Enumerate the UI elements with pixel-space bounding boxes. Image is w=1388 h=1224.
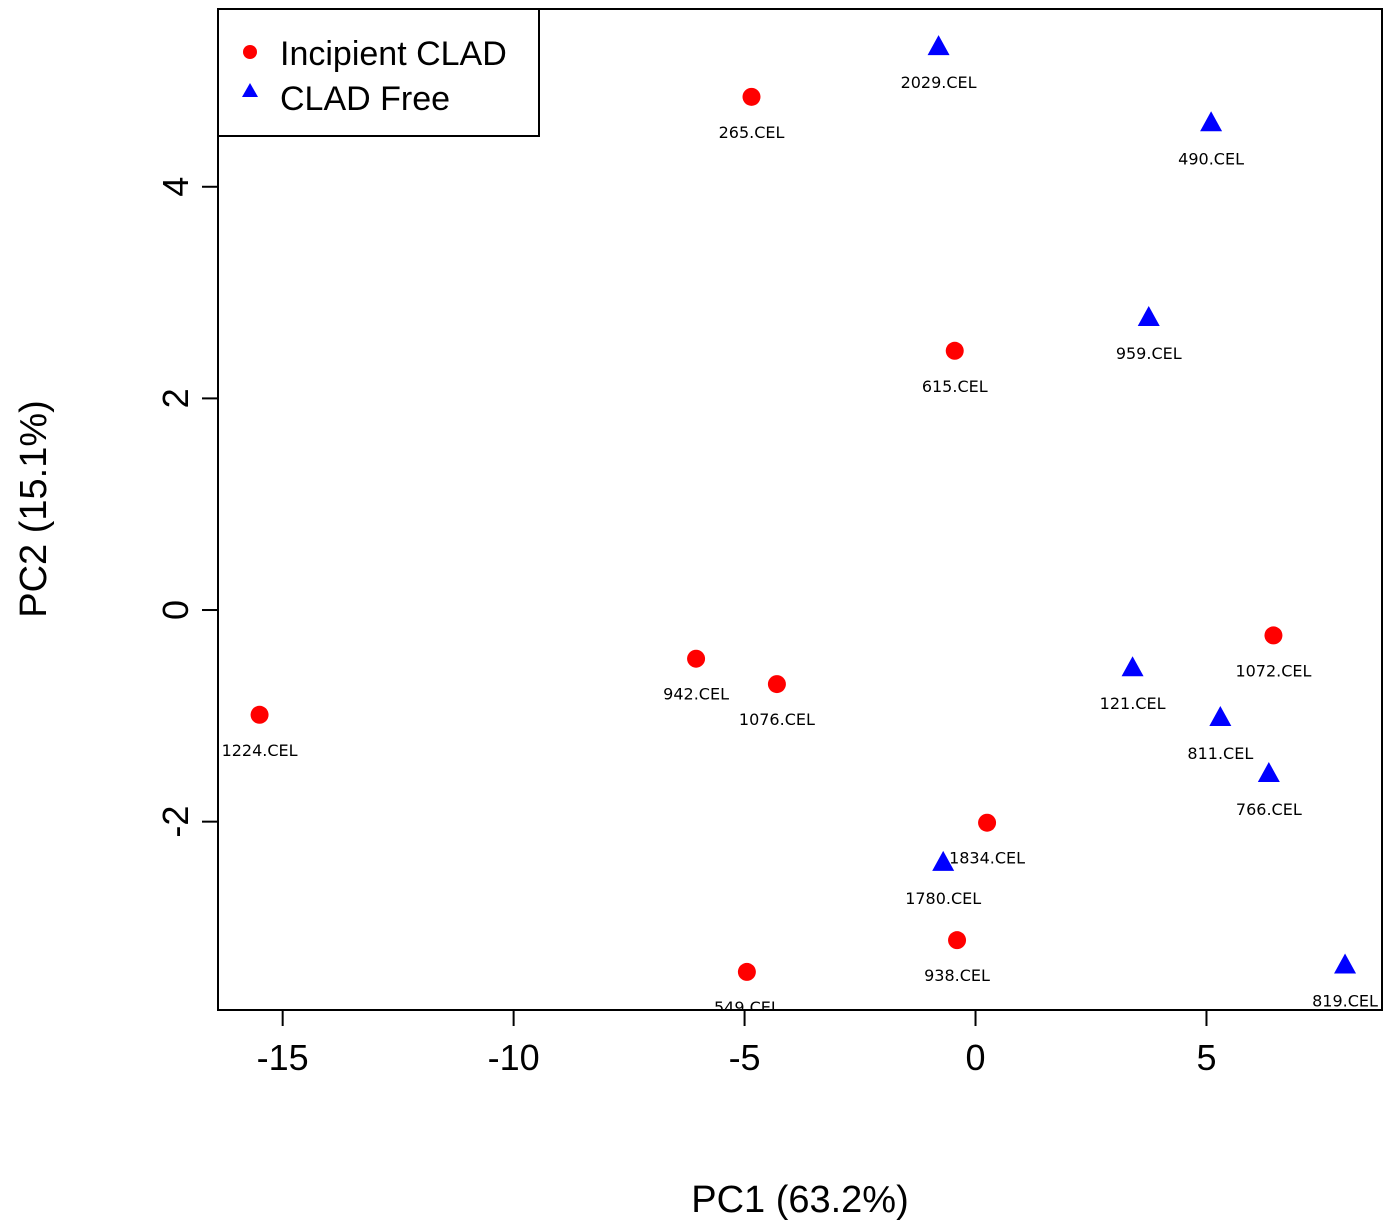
legend-marker-incipient-clad bbox=[243, 45, 257, 59]
y-tick-label: 4 bbox=[155, 177, 196, 197]
x-tick-label: -10 bbox=[488, 1037, 540, 1078]
legend-label-incipient-clad: Incipient CLAD bbox=[280, 35, 507, 73]
point-label-1224-cel: 1224.CEL bbox=[222, 741, 298, 760]
point-959-cel bbox=[1137, 305, 1160, 326]
point-label-121-cel: 121.CEL bbox=[1100, 694, 1166, 713]
point-label-1780-cel: 1780.CEL bbox=[905, 889, 981, 908]
x-tick-label: -15 bbox=[257, 1037, 309, 1078]
x-axis: -15 -10 -5 0 5 bbox=[257, 1009, 1216, 1078]
point-1072-cel bbox=[1264, 626, 1283, 645]
point-819-cel bbox=[1334, 953, 1357, 974]
point-1834-cel bbox=[978, 813, 997, 832]
point-766-cel bbox=[1257, 762, 1280, 783]
point-label-938-cel: 938.CEL bbox=[924, 966, 990, 985]
point-1224-cel bbox=[250, 705, 269, 724]
legend-label-clad-free: CLAD Free bbox=[280, 80, 450, 118]
data-points: 265.CEL 615.CEL 942.CEL 1076.CEL 1224.CEL 107… bbox=[222, 35, 1378, 1017]
point-label-1834-cel: 1834.CEL bbox=[949, 849, 1025, 868]
point-label-819-cel: 819.CEL bbox=[1312, 992, 1378, 1011]
point-490-cel bbox=[1200, 111, 1223, 132]
point-1780-cel bbox=[932, 850, 955, 871]
point-2029-cel bbox=[927, 35, 950, 56]
point-label-766-cel: 766.CEL bbox=[1236, 800, 1302, 819]
x-tick-label: -5 bbox=[729, 1037, 761, 1078]
point-label-1072-cel: 1072.CEL bbox=[1235, 661, 1311, 680]
point-label-2029-cel: 2029.CEL bbox=[901, 73, 977, 92]
y-tick-label: -2 bbox=[155, 806, 196, 838]
x-axis-title: PC1 (63.2%) bbox=[691, 1179, 909, 1221]
point-label-549-cel: 549.CEL bbox=[714, 998, 780, 1017]
point-label-942-cel: 942.CEL bbox=[663, 685, 729, 704]
point-label-615-cel: 615.CEL bbox=[922, 377, 988, 396]
point-label-811-cel: 811.CEL bbox=[1187, 744, 1253, 763]
point-811-cel bbox=[1209, 705, 1232, 726]
legend-marker-clad-free bbox=[242, 83, 258, 97]
y-axis-title: PC2 (15.1%) bbox=[13, 400, 55, 618]
point-121-cel bbox=[1121, 656, 1144, 677]
y-tick-label: 2 bbox=[155, 388, 196, 408]
point-942-cel bbox=[687, 649, 706, 668]
y-axis: -2 0 2 4 bbox=[155, 177, 219, 838]
point-615-cel bbox=[945, 341, 964, 360]
point-1076-cel bbox=[767, 675, 786, 694]
point-label-1076-cel: 1076.CEL bbox=[739, 710, 815, 729]
x-tick-label: 5 bbox=[1196, 1037, 1216, 1078]
legend-box bbox=[217, 8, 540, 137]
point-label-959-cel: 959.CEL bbox=[1116, 344, 1182, 363]
y-tick-label: 0 bbox=[155, 600, 196, 620]
x-tick-label: 0 bbox=[966, 1037, 986, 1078]
point-label-490-cel: 490.CEL bbox=[1178, 149, 1244, 168]
point-938-cel bbox=[948, 931, 967, 950]
legend: Incipient CLAD CLAD Free bbox=[217, 8, 540, 137]
point-label-265-cel: 265.CEL bbox=[719, 123, 785, 142]
point-549-cel bbox=[737, 962, 756, 981]
point-265-cel bbox=[742, 87, 761, 106]
